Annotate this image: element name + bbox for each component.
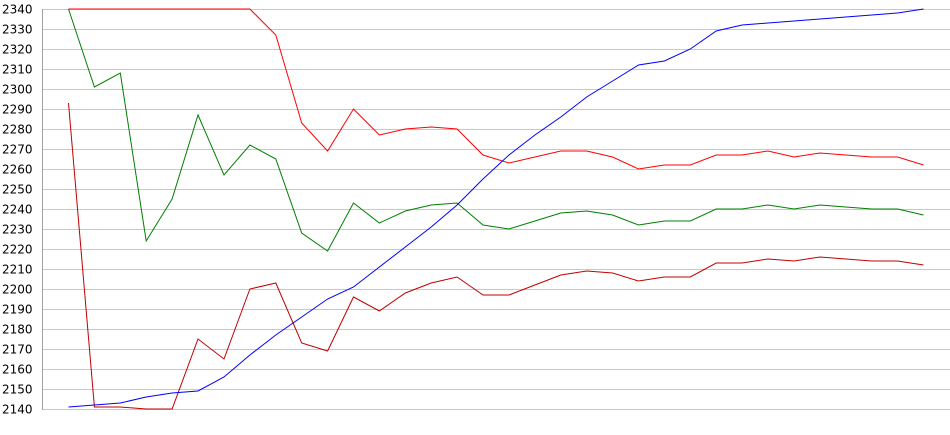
series-layer <box>68 8 924 410</box>
y-tick-label: 2180 <box>2 323 33 337</box>
y-tick-label: 2190 <box>2 303 33 317</box>
y-tick-label: 2270 <box>2 143 33 157</box>
y-tick-label: 2150 <box>2 383 33 397</box>
series-line-3 <box>68 102 924 410</box>
y-tick-label: 2220 <box>2 243 33 257</box>
y-tick-label: 2290 <box>2 103 33 117</box>
y-tick-label: 2260 <box>2 163 33 177</box>
series-line-1 <box>68 8 924 170</box>
y-tick-label: 2240 <box>2 203 33 217</box>
y-tick-label: 2330 <box>2 23 33 37</box>
y-tick-label: 2310 <box>2 63 33 77</box>
y-tick-label: 2300 <box>2 83 33 97</box>
y-tick-label: 2200 <box>2 283 33 297</box>
y-tick-label: 2230 <box>2 223 33 237</box>
y-tick-label: 2160 <box>2 363 33 377</box>
y-tick-label: 2140 <box>2 403 33 417</box>
y-axis-ticks: 2140 2150 2160 2170 2180 2190 2200 2210 2220 2230… <box>2 3 33 417</box>
y-tick-label: 2210 <box>2 263 33 277</box>
grid <box>42 9 950 410</box>
series-line-2 <box>68 8 924 252</box>
y-tick-label: 2170 <box>2 343 33 357</box>
y-tick-label: 2320 <box>2 43 33 57</box>
y-tick-label: 2280 <box>2 123 33 137</box>
y-tick-label: 2340 <box>2 3 33 17</box>
series-line-4 <box>68 8 924 408</box>
y-tick-label: 2250 <box>2 183 33 197</box>
